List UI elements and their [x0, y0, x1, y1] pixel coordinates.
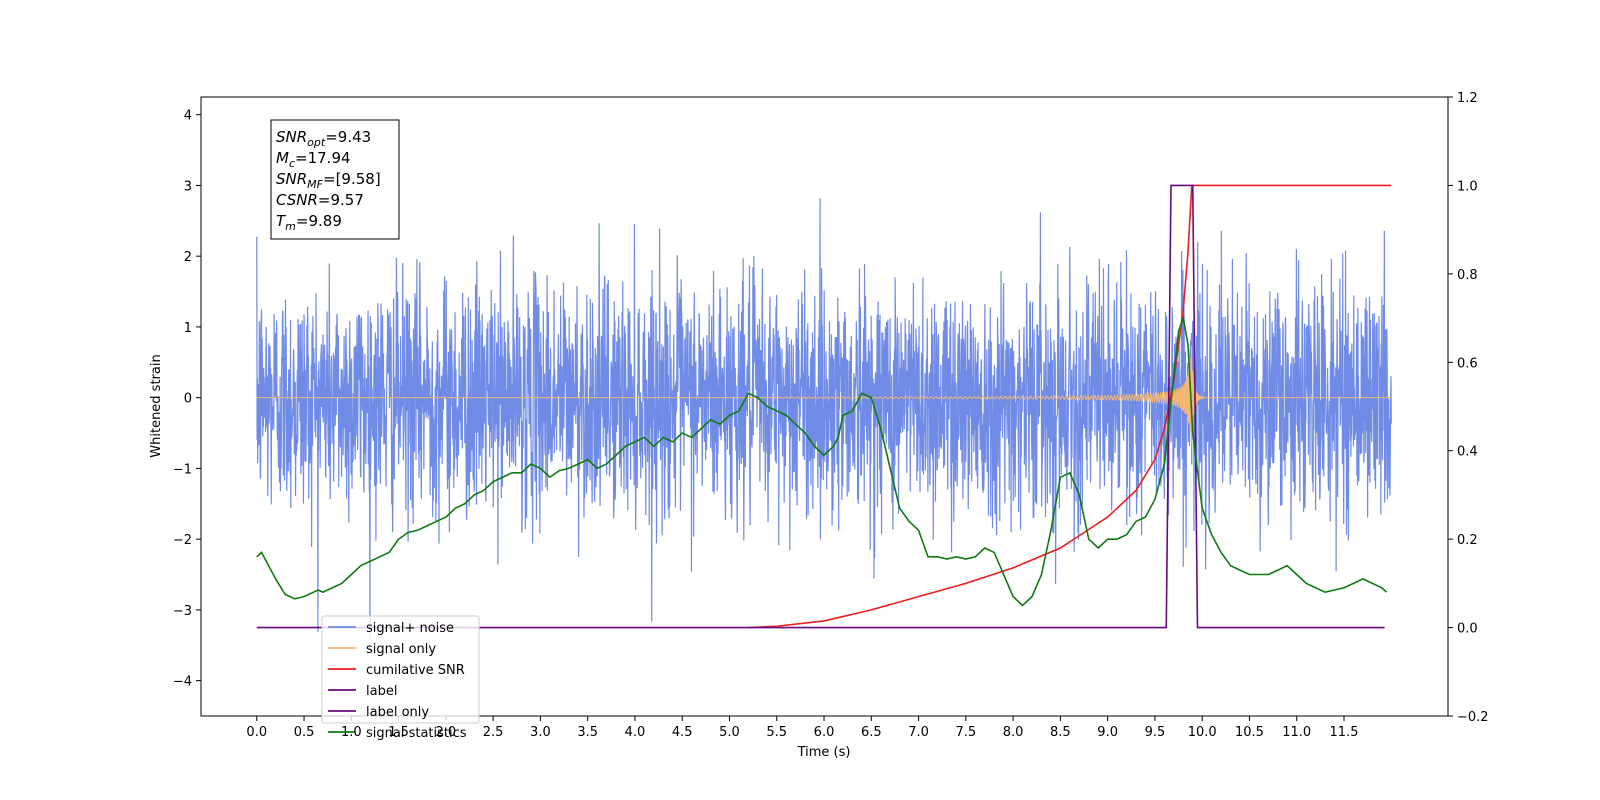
- legend-label: signal statistics: [366, 726, 467, 741]
- series-signal-only: [256, 345, 1392, 445]
- x-tick-label: 5.0: [719, 725, 740, 740]
- info-box: SNRopt=9.43Mc=17.94SNRMF=[9.58]CSNR=9.57…: [270, 119, 400, 240]
- legend-label: signal+ noise: [366, 621, 454, 636]
- y-tick-label-right: 0.6: [1457, 356, 1478, 371]
- x-axis-label: Time (s): [797, 745, 851, 760]
- x-tick-label: 7.0: [908, 725, 929, 740]
- axes-layer: 0.0 0.5 1.0 1.5 2.0 2.5 3.0 3.5 4.0 4.5 5.0 5.5 6.0 6…: [173, 91, 1489, 740]
- x-tick-label: 10.5: [1235, 725, 1264, 740]
- series-cumulative-snr: [748, 184, 1392, 629]
- y-tick-label-right: 0.2: [1457, 533, 1478, 548]
- x-tick-label: 8.0: [1003, 725, 1024, 740]
- info-box-frame: [270, 119, 400, 240]
- info-box-line: SNRMF=[9.58]: [276, 170, 381, 191]
- series-label: [256, 184, 1385, 629]
- info-box-line: SNRopt=9.43: [276, 128, 371, 149]
- legend-label: cumilative SNR: [366, 663, 465, 678]
- x-tick-label: 2.0: [436, 725, 457, 740]
- x-tick-label: 11.0: [1282, 725, 1311, 740]
- x-tick-label: 7.5: [955, 725, 976, 740]
- x-tick-label: 4.5: [672, 725, 693, 740]
- y-tick-label-left: 2: [184, 250, 192, 265]
- y-tick-label-left: 1: [184, 321, 192, 336]
- y-tick-label-left: 0: [184, 392, 192, 407]
- y-axis-label-left: Whitened strain: [149, 354, 164, 457]
- series-signal-noise: [256, 198, 1392, 641]
- legend-label: label: [366, 684, 397, 699]
- x-tick-label: 0.5: [294, 725, 315, 740]
- plot-layer: [256, 184, 1392, 641]
- x-tick-label: 8.5: [1050, 725, 1071, 740]
- info-box-line: Mc=17.94: [276, 149, 351, 170]
- x-tick-label: 1.5: [388, 725, 409, 740]
- y-tick-label-right: −0.2: [1457, 710, 1489, 725]
- x-tick-label: 4.0: [625, 725, 646, 740]
- y-tick-label-left: −4: [173, 675, 192, 690]
- x-tick-label: 0.0: [246, 725, 267, 740]
- legend-label: signal only: [366, 642, 436, 657]
- y-tick-label-right: 0.4: [1457, 445, 1478, 460]
- x-tick-label: 3.0: [530, 725, 551, 740]
- legend-label: label only: [366, 705, 429, 720]
- x-tick-label: 5.5: [766, 725, 787, 740]
- x-tick-label: 2.5: [483, 725, 504, 740]
- x-tick-label: 3.5: [577, 725, 598, 740]
- x-tick-label: 6.5: [861, 725, 882, 740]
- x-tick-label: 10.0: [1188, 725, 1217, 740]
- y-tick-label-left: 4: [184, 109, 192, 124]
- y-tick-label-left: −1: [173, 462, 192, 477]
- x-tick-label: 9.0: [1097, 725, 1118, 740]
- legend-frame: [321, 615, 480, 724]
- y-tick-label-right: 1.2: [1457, 91, 1478, 106]
- info-box-line: CSNR=9.57: [276, 191, 364, 209]
- y-tick-label-right: 0.0: [1457, 622, 1478, 637]
- series-signal-statistics: [256, 314, 1388, 607]
- x-tick-label: 6.0: [814, 725, 835, 740]
- x-tick-label: 11.5: [1330, 725, 1359, 740]
- y-tick-label-right: 1.0: [1457, 179, 1478, 194]
- legend: signal+ noise signal only cumilative SNR la…: [321, 615, 480, 741]
- y-tick-label-left: −3: [173, 604, 192, 619]
- x-tick-label: 9.5: [1145, 725, 1166, 740]
- y-tick-label-left: −2: [173, 533, 192, 548]
- y-tick-label-left: 3: [184, 179, 192, 194]
- info-box-line: Tm=9.89: [276, 212, 342, 233]
- y-tick-label-right: 0.8: [1457, 268, 1478, 283]
